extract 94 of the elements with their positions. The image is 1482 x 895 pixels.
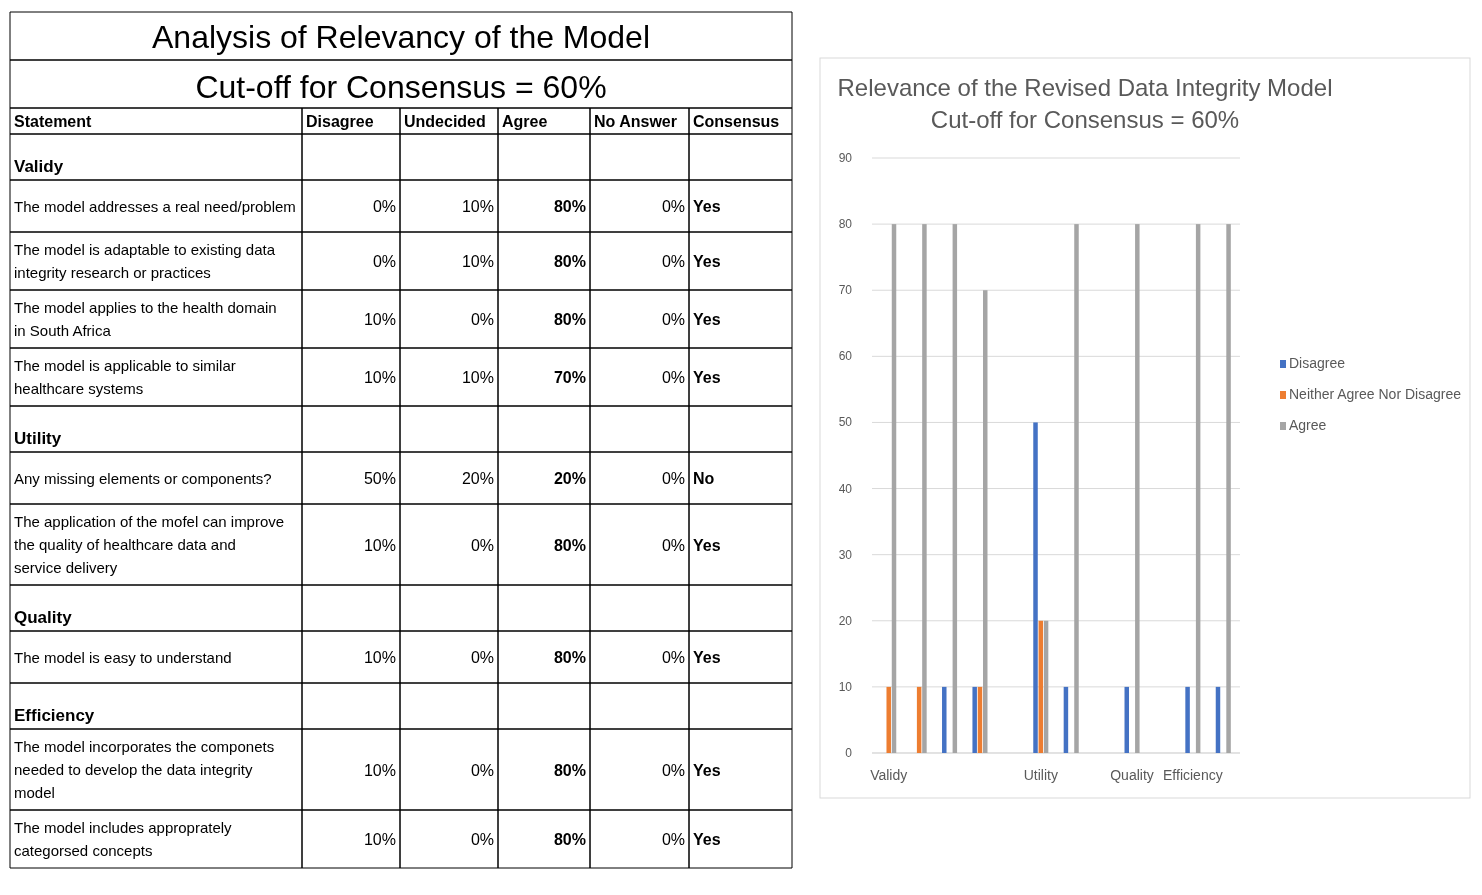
- data-label: 80%: [553, 198, 586, 215]
- data-label: Yes: [693, 311, 721, 328]
- data-label: 70%: [553, 369, 586, 386]
- category-label: The model is easy to understand: [14, 648, 232, 666]
- bar: [1074, 224, 1079, 753]
- bar: [1033, 422, 1038, 753]
- text: Statement: [14, 113, 93, 130]
- data-label: 0%: [661, 311, 685, 328]
- data-label: 0%: [470, 649, 494, 666]
- text: Analysis of Relevancy of the Model: [151, 19, 651, 55]
- category-label: The model includes approprately categorsed concepts: [14, 819, 233, 859]
- data-label: 0%: [470, 761, 494, 779]
- category-label: The model addresses a real need/problem: [14, 197, 296, 215]
- category-label: Efficiency: [14, 706, 95, 725]
- category-label: The model is adaptable to existing data integrity research or practices: [14, 241, 276, 281]
- y-tick-label: 20: [838, 613, 853, 628]
- x-tick-label: Utility: [1023, 767, 1058, 783]
- x-tick-label: Quality: [1110, 767, 1154, 783]
- data-label: 0%: [661, 649, 685, 666]
- category-label: Utility: [14, 429, 62, 448]
- data-label: 80%: [553, 253, 586, 270]
- category-label: The model is applicable to similar healthcare systems: [14, 357, 236, 397]
- y-tick-label: 30: [838, 547, 853, 562]
- legend-label: Neither Agree Nor Disagree: [1289, 386, 1462, 402]
- data-label: No: [693, 470, 715, 487]
- data-label: 50%: [363, 470, 396, 487]
- data-label: Yes: [693, 536, 721, 554]
- data-label: 0%: [661, 253, 685, 270]
- data-label: 10%: [363, 761, 396, 779]
- bar: [942, 686, 947, 753]
- x-tick-label: Validy: [870, 767, 908, 783]
- data-label: 0%: [661, 198, 685, 215]
- text: No Answer: [594, 113, 677, 130]
- text: Cut-off for Consensus = 60%: [195, 69, 607, 105]
- category-label: The application of the mofel can improve the quality of healthcare data and service delivery: [14, 513, 285, 576]
- bar: [1135, 224, 1140, 753]
- data-label: 0%: [661, 536, 685, 554]
- y-tick-label: 0: [845, 746, 853, 760]
- data-label: 10%: [363, 369, 396, 386]
- bar: [972, 686, 977, 753]
- y-tick-label: 90: [838, 151, 853, 165]
- bar: [922, 224, 927, 753]
- data-label: Yes: [693, 369, 721, 386]
- text: Consensus: [693, 113, 780, 130]
- legend-label: Agree: [1289, 417, 1327, 433]
- data-label: 20%: [553, 470, 586, 487]
- data-label: 0%: [470, 536, 494, 554]
- data-label: 0%: [372, 198, 396, 215]
- data-label: 20%: [461, 470, 494, 487]
- data-label: Yes: [693, 761, 721, 779]
- data-label: 0%: [661, 761, 685, 779]
- data-label: 80%: [553, 831, 586, 848]
- data-label: Yes: [693, 198, 721, 215]
- data-label: 80%: [553, 536, 586, 554]
- bar: [886, 686, 891, 753]
- data-label: 0%: [470, 831, 494, 848]
- chart-subtitle: Cut-off for Consensus = 60%: [930, 106, 1240, 133]
- y-tick-label: 70: [838, 283, 853, 298]
- category-label: Any missing elements or components?: [14, 469, 272, 487]
- category-label: The model applies to the health domain in South Africa: [14, 299, 277, 339]
- y-tick-label: 40: [838, 481, 853, 496]
- x-tick-label: Efficiency: [1163, 767, 1223, 783]
- data-label: 10%: [363, 649, 396, 666]
- category-label: Validy: [14, 157, 64, 176]
- bar: [1226, 224, 1231, 753]
- text: Agree: [502, 113, 548, 130]
- data-label: 80%: [553, 311, 586, 328]
- data-label: 0%: [661, 831, 685, 848]
- chart-title: Relevance of the Revised Data Integrity Model: [837, 74, 1333, 101]
- y-tick-label: 60: [838, 349, 853, 364]
- data-label: 0%: [372, 253, 396, 270]
- data-label: 10%: [363, 536, 396, 554]
- data-label: 10%: [461, 253, 494, 270]
- y-tick-label: 80: [838, 217, 853, 232]
- data-label: 10%: [461, 198, 494, 215]
- data-label: Yes: [693, 253, 721, 270]
- data-label: 0%: [661, 369, 685, 386]
- y-tick-label: 50: [838, 415, 853, 430]
- data-label: 80%: [553, 649, 586, 666]
- category-label: Quality: [14, 608, 73, 627]
- data-label: 10%: [363, 831, 396, 848]
- data-label: 80%: [553, 761, 586, 779]
- data-label: Yes: [693, 831, 721, 848]
- data-label: 0%: [661, 470, 685, 487]
- bar: [1185, 686, 1190, 753]
- data-label: Yes: [693, 649, 721, 666]
- data-label: 10%: [363, 311, 396, 328]
- legend-label: Disagree: [1289, 355, 1346, 371]
- data-label: 10%: [461, 369, 494, 386]
- data-label: 0%: [470, 311, 494, 328]
- text: Undecided: [404, 113, 486, 130]
- category-label: The model incorporates the componets needed to develop the data integrity model: [14, 738, 275, 801]
- y-tick-label: 10: [838, 679, 853, 694]
- text: Disagree: [306, 113, 374, 130]
